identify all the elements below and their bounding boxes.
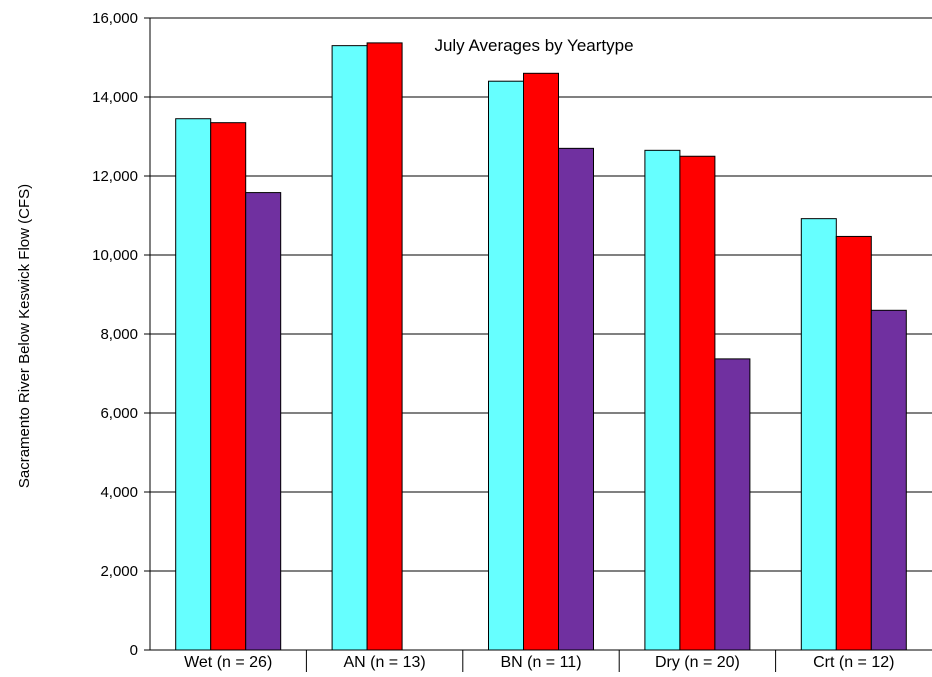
y-tick-label: 14,000 <box>92 89 138 106</box>
bar <box>870 309 907 651</box>
y-tick-label: 16,000 <box>92 10 138 27</box>
y-axis-label: Sacramento River Below Keswick Flow (CFS… <box>16 184 33 488</box>
bar <box>366 42 403 651</box>
x-category-label: Wet (n = 26) <box>184 654 272 671</box>
y-tick-labels: 0 2,000 4,000 6,000 8,000 10,000 12,000 14,000 1… <box>92 10 150 659</box>
bars <box>175 42 907 651</box>
bar <box>523 72 559 651</box>
bar <box>175 118 212 651</box>
bar <box>245 192 282 651</box>
bar <box>714 358 751 651</box>
x-category-label: AN (n = 13) <box>343 654 425 671</box>
bar <box>488 80 524 651</box>
y-tick-label: 6,000 <box>100 405 138 422</box>
bar <box>644 149 681 651</box>
chart-title: July Averages by Yeartype <box>434 36 633 55</box>
bar <box>679 155 716 651</box>
y-tick-label: 4,000 <box>100 484 138 501</box>
y-tick-label: 8,000 <box>100 326 138 343</box>
bar <box>800 218 837 651</box>
bar <box>835 235 872 651</box>
y-tick-label: 10,000 <box>92 247 138 264</box>
y-tick-label: 12,000 <box>92 168 138 185</box>
x-category-label: Dry (n = 20) <box>655 654 740 671</box>
y-tick-label: 2,000 <box>100 563 138 580</box>
x-category-label: BN (n = 11) <box>500 654 581 671</box>
x-category-labels: Wet (n = 26) AN (n = 13) BN (n = 11) Dry (n… <box>184 650 894 672</box>
x-category-label: Crt (n = 12) <box>813 654 894 671</box>
bar <box>331 45 368 651</box>
bar <box>558 147 594 651</box>
bar <box>210 122 247 651</box>
y-tick-label: 0 <box>130 642 138 659</box>
